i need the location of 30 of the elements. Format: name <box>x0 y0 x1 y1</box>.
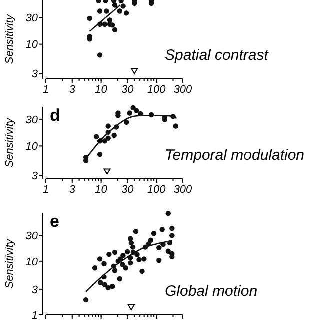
x-tick-label: 3 <box>69 84 76 96</box>
y-tick-label: 30 <box>26 12 39 24</box>
x-tick-label: 30 <box>122 184 135 196</box>
y-tick-label: 30 <box>26 230 39 243</box>
x-tick-label: 3 <box>69 184 76 196</box>
chart-title: d <box>50 106 60 125</box>
y-axis-title: Sensitivity <box>4 238 16 289</box>
x-tick-label: 300 <box>174 184 194 196</box>
x-tick-label: 100 <box>147 84 167 96</box>
y-tick-label: 3 <box>32 170 39 182</box>
annotation: Spatial contrast <box>165 47 270 64</box>
x-tick-label: 300 <box>174 84 194 96</box>
x-tick-label: 10 <box>95 84 108 96</box>
y-tick-label: 1 <box>32 310 38 320</box>
y-axis-title: Sensitivity <box>4 13 16 64</box>
y-tick-label: 3 <box>32 284 39 296</box>
y-tick-label: 10 <box>26 39 39 52</box>
x-tick-label: 100 <box>147 184 167 196</box>
x-tick-label: 10 <box>95 184 108 196</box>
x-tick-label: 30 <box>122 84 135 96</box>
annotation: Temporal modulation <box>165 147 305 164</box>
chart-title: e <box>50 212 60 231</box>
y-tick-label: 30 <box>26 114 39 126</box>
y-axis-title: Sensitivity <box>4 116 16 168</box>
annotation: Global motion <box>165 283 258 300</box>
x-tick-label: 1 <box>42 184 50 196</box>
y-tick-label: 10 <box>26 256 39 268</box>
x-tick-label: 1 <box>42 84 50 96</box>
y-tick-label: 10 <box>26 141 39 154</box>
y-tick-label: 3 <box>32 68 39 80</box>
